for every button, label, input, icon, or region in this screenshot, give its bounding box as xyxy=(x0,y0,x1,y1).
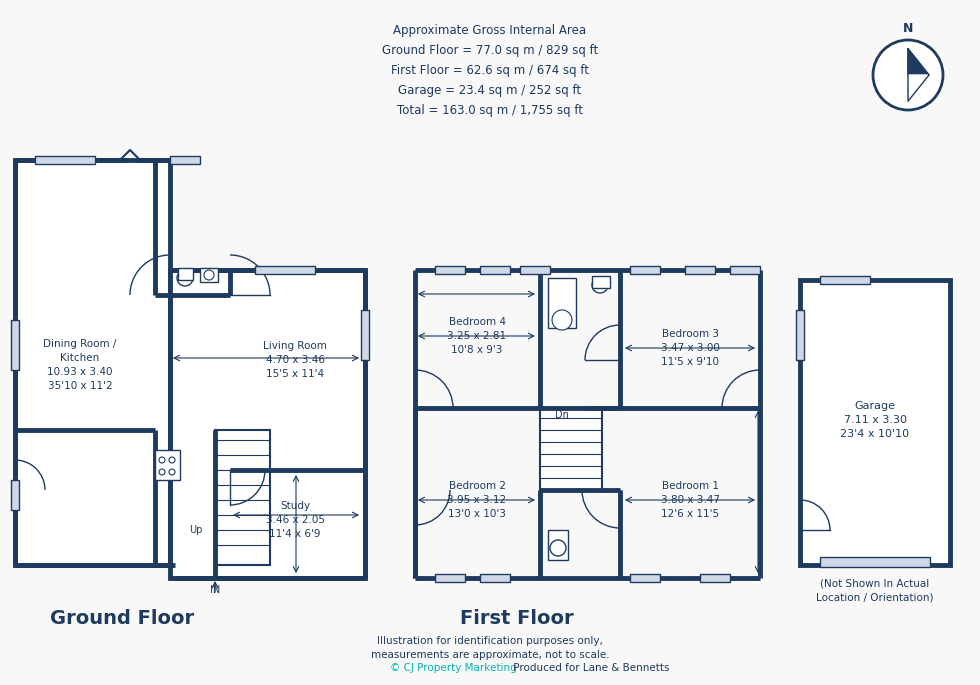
Text: (Not Shown In Actual
Location / Orientation): (Not Shown In Actual Location / Orientat… xyxy=(816,578,934,602)
Bar xyxy=(35,156,95,164)
Circle shape xyxy=(169,457,175,463)
Circle shape xyxy=(592,277,608,293)
Bar xyxy=(255,266,315,274)
Text: Bedroom 3
3.47 x 3.00
11'5 x 9'10: Bedroom 3 3.47 x 3.00 11'5 x 9'10 xyxy=(661,329,719,367)
Bar xyxy=(200,268,218,282)
Circle shape xyxy=(177,270,193,286)
Polygon shape xyxy=(908,75,929,101)
Bar xyxy=(548,530,568,560)
Text: Garage
7.11 x 3.30
23'4 x 10'10: Garage 7.11 x 3.30 23'4 x 10'10 xyxy=(841,401,909,439)
Bar xyxy=(796,310,804,360)
Text: Produced for Lane & Bennetts: Produced for Lane & Bennetts xyxy=(510,663,669,673)
Polygon shape xyxy=(908,49,929,75)
Bar xyxy=(11,320,19,370)
Bar xyxy=(820,276,870,284)
Bar xyxy=(520,266,550,274)
Bar xyxy=(170,270,365,578)
Bar xyxy=(700,574,730,582)
Bar xyxy=(11,480,19,510)
Text: © CJ Property Marketing: © CJ Property Marketing xyxy=(390,663,516,673)
Text: First Floor: First Floor xyxy=(460,608,573,627)
Text: Bedroom 2
3.95 x 3.12
13'0 x 10'3: Bedroom 2 3.95 x 3.12 13'0 x 10'3 xyxy=(448,481,507,519)
Text: Bedroom 4
3.25 x 2.81
10'8 x 9'3: Bedroom 4 3.25 x 2.81 10'8 x 9'3 xyxy=(448,317,507,355)
Bar xyxy=(435,574,465,582)
Text: Approximate Gross Internal Area
Ground Floor = 77.0 sq m / 829 sq ft
First Floor: Approximate Gross Internal Area Ground F… xyxy=(382,23,598,116)
Bar xyxy=(215,430,270,565)
Bar xyxy=(540,408,602,490)
Bar xyxy=(170,156,200,164)
Bar xyxy=(480,574,510,582)
Bar xyxy=(361,310,369,360)
Bar xyxy=(820,557,930,567)
Text: Living Room
4.70 x 3.46
15'5 x 11'4: Living Room 4.70 x 3.46 15'5 x 11'4 xyxy=(263,341,327,379)
Bar xyxy=(178,268,193,280)
Circle shape xyxy=(550,540,566,556)
Text: Dn: Dn xyxy=(555,410,569,420)
Text: Up: Up xyxy=(189,525,203,535)
Bar xyxy=(155,450,180,480)
Text: Study
3.46 x 2.05
11'4 x 6'9: Study 3.46 x 2.05 11'4 x 6'9 xyxy=(266,501,324,539)
Circle shape xyxy=(873,40,943,110)
Bar xyxy=(15,160,170,565)
Bar xyxy=(730,266,760,274)
Text: Dining Room /
Kitchen
10.93 x 3.40
35'10 x 11'2: Dining Room / Kitchen 10.93 x 3.40 35'10… xyxy=(43,339,117,391)
Circle shape xyxy=(204,270,214,280)
Text: Bedroom 1
3.80 x 3.47
12'6 x 11'5: Bedroom 1 3.80 x 3.47 12'6 x 11'5 xyxy=(661,481,719,519)
Text: Illustration for identification purposes only,
measurements are approximate, not: Illustration for identification purposes… xyxy=(370,636,610,660)
Bar xyxy=(800,280,950,565)
Bar xyxy=(630,266,660,274)
Bar xyxy=(435,266,465,274)
Bar xyxy=(592,276,610,288)
Circle shape xyxy=(169,469,175,475)
Circle shape xyxy=(552,310,572,330)
Text: IN: IN xyxy=(210,585,220,595)
Circle shape xyxy=(159,469,165,475)
Circle shape xyxy=(159,457,165,463)
Bar xyxy=(548,278,576,328)
Text: Ground Floor: Ground Floor xyxy=(50,608,194,627)
Bar xyxy=(630,574,660,582)
Text: N: N xyxy=(903,22,913,35)
Bar xyxy=(480,266,510,274)
Bar xyxy=(685,266,715,274)
